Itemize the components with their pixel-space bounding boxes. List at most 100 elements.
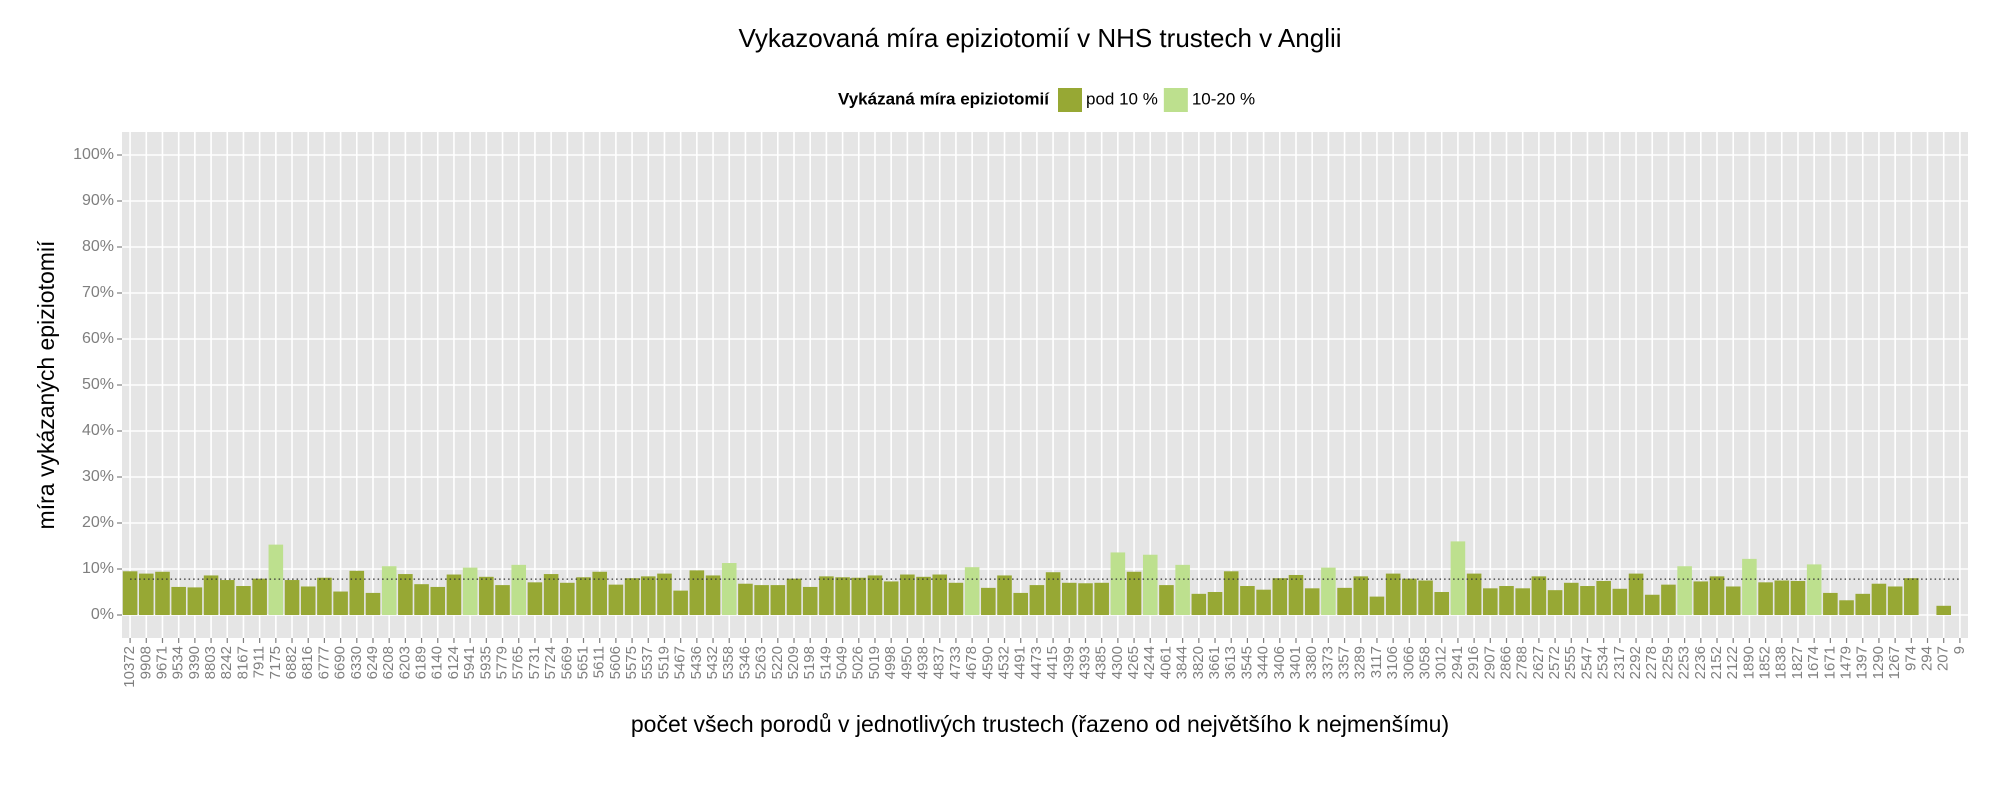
x-tick-label: 2788 bbox=[1514, 646, 1531, 679]
bar bbox=[219, 580, 235, 615]
x-tick-label: 5263 bbox=[753, 646, 770, 679]
x-tick-label: 4265 bbox=[1125, 646, 1142, 679]
x-tick-label: 2547 bbox=[1578, 646, 1595, 679]
x-tick-label: 2627 bbox=[1530, 646, 1547, 679]
bar bbox=[1240, 586, 1255, 615]
x-tick-label: 8167 bbox=[234, 646, 251, 679]
y-tick-label: 0% bbox=[91, 606, 114, 623]
bar bbox=[1758, 582, 1773, 615]
bar bbox=[284, 580, 300, 615]
x-tick-label: 4399 bbox=[1060, 646, 1077, 679]
x-tick-label: 1890 bbox=[1740, 646, 1757, 679]
x-tick-label: 2152 bbox=[1708, 646, 1725, 679]
x-tick-label: 3106 bbox=[1384, 646, 1401, 679]
bar bbox=[1207, 592, 1223, 615]
bar bbox=[1661, 584, 1676, 615]
bar bbox=[1887, 586, 1903, 615]
x-tick-label: 3820 bbox=[1190, 646, 1207, 679]
y-tick-label: 50% bbox=[82, 376, 114, 393]
bar bbox=[462, 567, 478, 615]
x-tick-label: 4733 bbox=[947, 646, 964, 679]
x-tick-label: 5606 bbox=[607, 646, 624, 679]
x-tick-label: 4590 bbox=[979, 646, 996, 679]
x-tick-label: 2572 bbox=[1546, 646, 1563, 679]
y-tick-label: 80% bbox=[82, 238, 114, 255]
bar bbox=[802, 586, 818, 615]
x-tick-label: 5765 bbox=[510, 646, 527, 679]
bar bbox=[1677, 566, 1692, 615]
x-tick-label: 5209 bbox=[785, 646, 802, 679]
bar bbox=[1256, 589, 1271, 615]
bar bbox=[1806, 564, 1822, 615]
bar bbox=[608, 584, 624, 615]
bar bbox=[1337, 587, 1352, 615]
x-tick-label: 5346 bbox=[736, 646, 753, 679]
x-tick-label: 1674 bbox=[1805, 646, 1822, 679]
x-tick-label: 4061 bbox=[1157, 646, 1174, 679]
bar bbox=[203, 575, 219, 615]
legend-label: 10-20 % bbox=[1192, 89, 1255, 108]
x-tick-label: 5651 bbox=[574, 646, 591, 679]
x-tick-label: 4998 bbox=[882, 646, 899, 679]
x-tick-label: 4415 bbox=[1044, 646, 1061, 679]
bar bbox=[576, 577, 591, 615]
bar bbox=[1709, 576, 1725, 615]
x-tick-label: 5026 bbox=[850, 646, 867, 679]
bar bbox=[916, 576, 931, 615]
bar bbox=[398, 574, 413, 615]
bar bbox=[1612, 588, 1628, 615]
x-tick-label: 5149 bbox=[817, 646, 834, 679]
bar bbox=[883, 581, 899, 615]
x-tick-label: 5432 bbox=[704, 646, 721, 679]
bar bbox=[657, 573, 672, 615]
x-tick-label: 2236 bbox=[1692, 646, 1709, 679]
x-tick-label: 5019 bbox=[866, 646, 883, 679]
x-tick-label: 4300 bbox=[1109, 646, 1126, 679]
x-tick-label: 6777 bbox=[315, 646, 332, 679]
x-tick-label: 6140 bbox=[429, 646, 446, 679]
x-tick-label: 7911 bbox=[251, 646, 268, 678]
bar bbox=[948, 582, 964, 615]
bar bbox=[1725, 586, 1741, 615]
bar bbox=[414, 584, 429, 615]
chart-title: Vykazovaná míra epiziotomií v NHS truste… bbox=[738, 23, 1341, 53]
x-tick-label: 5436 bbox=[688, 646, 705, 679]
x-tick-label: 1267 bbox=[1886, 646, 1903, 679]
x-tick-label: 9 bbox=[1951, 646, 1968, 654]
x-tick-label: 4244 bbox=[1141, 646, 1158, 679]
x-tick-label: 6330 bbox=[348, 646, 365, 679]
bar bbox=[1790, 580, 1806, 615]
x-tick-label: 3661 bbox=[1206, 646, 1223, 679]
bar bbox=[155, 571, 170, 615]
x-tick-label: 5220 bbox=[769, 646, 786, 679]
bar bbox=[770, 585, 786, 615]
bar bbox=[867, 575, 883, 615]
bar bbox=[851, 577, 867, 615]
bar bbox=[997, 575, 1012, 615]
bar bbox=[592, 571, 607, 615]
x-tick-label: 6816 bbox=[299, 646, 316, 679]
bar bbox=[1742, 558, 1757, 615]
x-tick-label: 2122 bbox=[1724, 646, 1741, 679]
x-tick-label: 3401 bbox=[1287, 646, 1304, 679]
bar bbox=[786, 578, 802, 615]
x-tick-label: 4473 bbox=[1028, 646, 1045, 679]
bar bbox=[624, 578, 640, 615]
x-tick-label: 4385 bbox=[1093, 646, 1110, 679]
x-tick-label: 6208 bbox=[380, 646, 397, 679]
x-tick-label: 5198 bbox=[801, 646, 818, 679]
x-tick-label: 974 bbox=[1902, 646, 1919, 671]
x-tick-label: 5941 bbox=[461, 646, 478, 679]
x-tick-label: 2534 bbox=[1595, 646, 1612, 679]
legend-swatch bbox=[1058, 88, 1082, 112]
x-tick-label: 4950 bbox=[898, 646, 915, 679]
x-tick-label: 5935 bbox=[477, 646, 494, 679]
bar bbox=[1839, 600, 1854, 615]
bar bbox=[268, 544, 284, 615]
x-tick-label: 1479 bbox=[1838, 646, 1855, 679]
x-tick-label: 3613 bbox=[1222, 646, 1239, 679]
x-tick-label: 1671 bbox=[1821, 646, 1838, 679]
y-axis-title: míra vykázaných epiziotomií bbox=[33, 240, 59, 529]
x-tick-label: 3117 bbox=[1368, 646, 1385, 678]
bar bbox=[754, 585, 769, 615]
